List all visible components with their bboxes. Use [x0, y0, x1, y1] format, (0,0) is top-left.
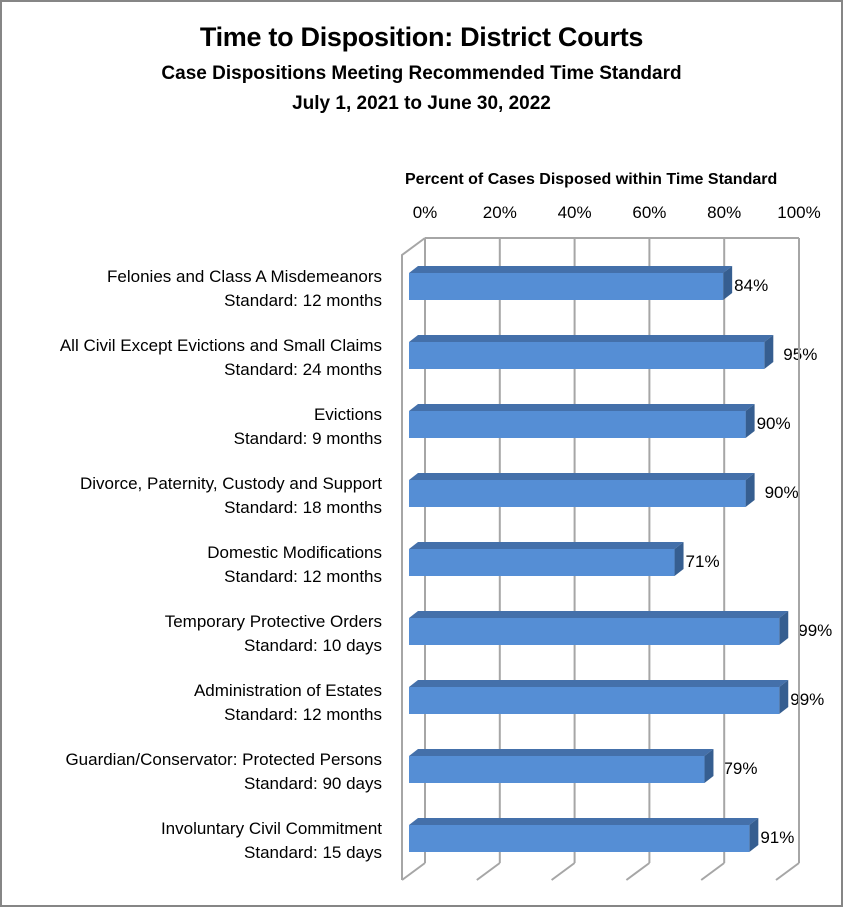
category-standard: Standard: 12 months — [224, 291, 382, 310]
category-name: Evictions — [313, 405, 382, 424]
data-label: 99% — [798, 621, 833, 640]
bar-side-face — [674, 542, 684, 576]
bar — [409, 825, 750, 852]
data-label: 90% — [756, 414, 791, 433]
category-label: Domestic Modifications Standard: 12 month… — [207, 541, 382, 589]
bar — [409, 756, 705, 783]
bar-top-face — [409, 818, 759, 825]
floor-gridline — [700, 862, 725, 881]
bar-top-face — [409, 266, 733, 273]
bar — [409, 342, 765, 369]
category-name: Domestic Modifications — [207, 543, 382, 562]
x-axis-title: Percent of Cases Disposed within Time St… — [405, 171, 778, 188]
category-label: All Civil Except Evictions and Small Cla… — [60, 334, 382, 382]
bar — [409, 273, 724, 300]
bar-side-face — [723, 266, 733, 300]
bar-top-face — [409, 404, 755, 411]
category-standard: Standard: 9 months — [233, 429, 382, 448]
floor-gridline — [775, 862, 800, 881]
x-tick-label: 0% — [412, 203, 438, 222]
data-label: 79% — [723, 759, 758, 778]
floor-gridline — [401, 862, 426, 881]
bar-side-face — [745, 404, 755, 438]
category-standard: Standard: 12 months — [224, 705, 382, 724]
bar-side-face — [704, 749, 714, 783]
bar-side-face — [745, 473, 755, 507]
bar-side-face — [779, 680, 789, 714]
category-name: Involuntary Civil Commitment — [160, 819, 382, 838]
bar — [409, 618, 780, 645]
category-name: Temporary Protective Orders — [164, 612, 382, 631]
data-label: 91% — [760, 828, 795, 847]
floor-gridline — [625, 862, 650, 881]
bar-top-face — [409, 473, 755, 480]
category-label: Evictions Standard: 9 months — [234, 403, 382, 451]
data-label: 90% — [764, 483, 799, 502]
chart-title: Time to Disposition: District Courts — [199, 22, 644, 52]
category-label: Guardian/Conservator: Protected Persons S… — [65, 748, 382, 796]
category-label: Felonies and Class A Misdemeanors Standar… — [107, 265, 382, 313]
x-tick-label: 60% — [632, 203, 667, 222]
category-name: Guardian/Conservator: Protected Persons — [65, 750, 382, 769]
x-tick-label: 20% — [482, 203, 517, 222]
bar-top-face — [409, 611, 789, 618]
x-tick-label: 80% — [707, 203, 742, 222]
bar-side-face — [749, 818, 759, 852]
chart-subtitle: Case Dispositions Meeting Recommended Ti… — [161, 63, 682, 84]
category-standard: Standard: 24 months — [224, 360, 382, 379]
bar-top-face — [409, 335, 774, 342]
category-standard: Standard: 10 days — [244, 636, 382, 655]
data-label: 84% — [734, 276, 769, 295]
category-standard: Standard: 15 days — [244, 843, 382, 862]
floor-gridline — [551, 862, 576, 881]
category-label: Involuntary Civil Commitment Standard: 15… — [161, 817, 382, 865]
category-name: Divorce, Paternity, Custody and Support — [79, 474, 382, 493]
side-wall-edge — [401, 237, 426, 880]
category-standard: Standard: 12 months — [224, 567, 382, 586]
data-label: 95% — [783, 345, 818, 364]
category-label: Divorce, Paternity, Custody and Support S… — [80, 472, 382, 520]
bar-top-face — [409, 680, 789, 687]
category-name: Felonies and Class A Misdemeanors — [107, 267, 382, 286]
floor-gridline — [476, 862, 501, 881]
bar-top-face — [409, 749, 714, 756]
chart-date-range: July 1, 2021 to June 30, 2022 — [292, 93, 551, 114]
category-name: Administration of Estates — [193, 681, 382, 700]
x-tick-label: 100% — [777, 203, 821, 222]
category-name: All Civil Except Evictions and Small Cla… — [59, 336, 382, 355]
category-standard: Standard: 18 months — [224, 498, 382, 517]
bar — [409, 549, 675, 576]
bar — [409, 687, 780, 714]
category-standard: Standard: 90 days — [244, 774, 382, 793]
bar-side-face — [779, 611, 789, 645]
category-label: Temporary Protective Orders Standard: 10 … — [165, 610, 382, 658]
bar-side-face — [764, 335, 774, 369]
bar — [409, 411, 746, 438]
bar-top-face — [409, 542, 684, 549]
data-label: 71% — [685, 552, 720, 571]
category-label: Administration of Estates Standard: 12 mo… — [194, 679, 382, 727]
bar — [409, 480, 746, 507]
x-tick-label: 40% — [557, 203, 592, 222]
